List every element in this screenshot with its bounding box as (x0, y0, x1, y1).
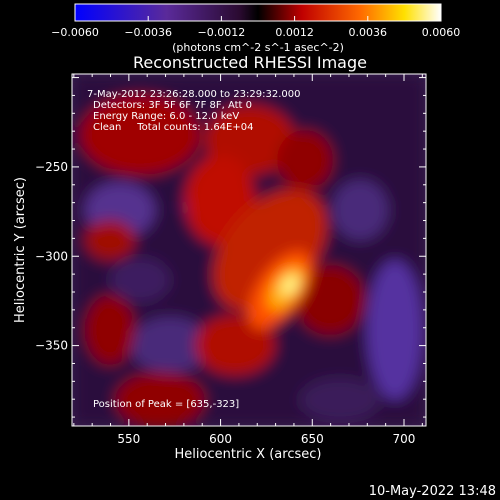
timestamp: 10-May-2022 13:48 (369, 484, 496, 499)
plot-frame (71, 73, 427, 427)
annotation-clean-counts: Clean Total counts: 1.64E+04 (93, 122, 253, 133)
annotation-detectors: Detectors: 3F 5F 6F 7F 8F, Att 0 (93, 100, 252, 111)
annotation-energy-range: Energy Range: 6.0 - 12.0 keV (93, 111, 239, 122)
x-axis-label: Heliocentric X (arcsec) (175, 447, 322, 462)
x-tick-label: 700 (393, 432, 416, 446)
colorbar-ticks: −0.0060 −0.0036 −0.0012 0.0012 0.0036 0.0060 (51, 16, 460, 39)
y-tick-label: −250 (35, 160, 68, 174)
heatmap-image (72, 74, 426, 426)
y-axis-ticks: −250 −300 −350 (35, 77, 426, 418)
colorbar-tick-label: −0.0036 (124, 26, 172, 39)
chart-title: Reconstructed RHESSI Image (133, 53, 367, 72)
annotation-peak-position: Position of Peak = [635,-323] (93, 399, 239, 410)
x-tick-label: 550 (117, 432, 140, 446)
x-tick-label: 650 (301, 432, 324, 446)
y-tick-label: −350 (35, 339, 68, 353)
colorbar-tick-label: 0.0012 (275, 26, 314, 39)
y-tick-label: −300 (35, 249, 68, 263)
colorbar-tick-label: −0.0012 (198, 26, 246, 39)
x-axis-ticks: 550 600 650 700 (73, 74, 423, 446)
colorbar-tick-label: 0.0036 (349, 26, 388, 39)
y-axis-label: Heliocentric Y (arcsec) (13, 177, 28, 323)
x-tick-label: 600 (209, 432, 232, 446)
colorbar-unit-label: (photons cm^-2 s^-1 asec^-2) (172, 41, 344, 54)
colorbar (74, 3, 442, 22)
colorbar-tick-label: −0.0060 (51, 26, 99, 39)
colorbar-tick-label: 0.0060 (422, 26, 461, 39)
annotation-time-range: 7-May-2012 23:26:28.000 to 23:29:32.000 (87, 89, 300, 100)
